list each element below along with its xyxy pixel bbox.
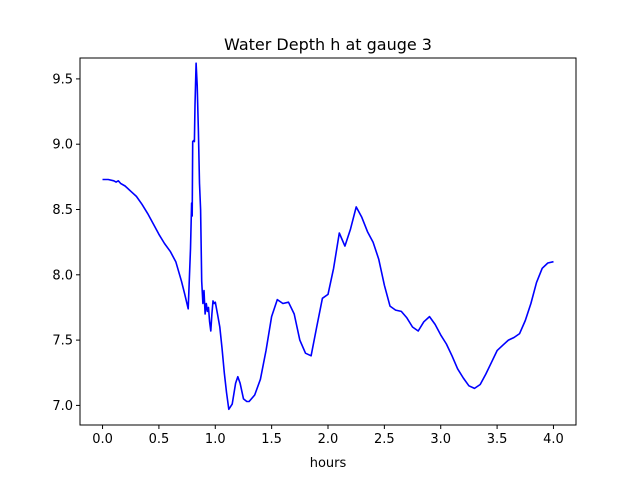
x-tick-label: 0.0 <box>92 432 113 447</box>
x-tick-label: 3.0 <box>430 432 451 447</box>
x-tick-label: 3.5 <box>487 432 508 447</box>
x-tick-label: 2.5 <box>374 432 395 447</box>
x-axis-label: hours <box>310 456 347 471</box>
y-tick-label: 9.0 <box>52 138 73 153</box>
y-tick-label: 7.5 <box>52 334 73 349</box>
y-tick-label: 8.5 <box>52 203 73 218</box>
x-tick-label: 0.5 <box>149 432 170 447</box>
y-tick-label: 7.0 <box>52 399 73 414</box>
y-tick-label: 8.0 <box>52 268 73 283</box>
x-tick-label: 2.0 <box>318 432 339 447</box>
y-tick-label: 9.5 <box>52 72 73 87</box>
series-line <box>102 62 554 411</box>
x-tick-label: 4.0 <box>543 432 564 447</box>
x-tick-label: 1.5 <box>261 432 282 447</box>
series-group <box>102 62 554 411</box>
chart-title: Water Depth h at gauge 3 <box>224 35 432 54</box>
y-axis-ticks: 7.0 7.5 8.0 8.5 9.0 9.5 <box>52 72 80 414</box>
plot-area-frame <box>79 57 577 426</box>
x-axis-ticks: 0.0 0.5 1.0 1.5 2.0 2.5 3.0 3.5 4.0 <box>92 425 564 447</box>
x-tick-label: 1.0 <box>205 432 226 447</box>
